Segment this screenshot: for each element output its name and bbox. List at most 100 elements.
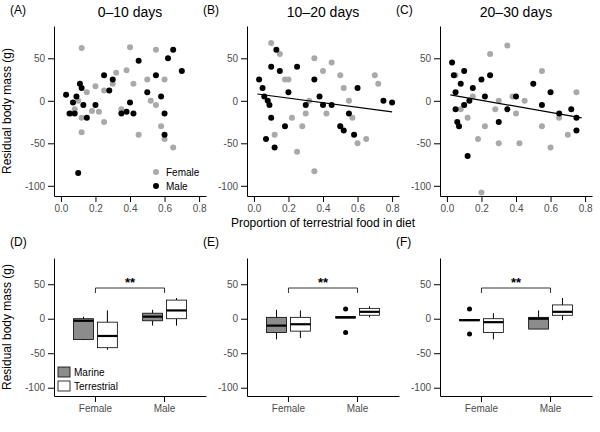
tick: -100 [218,382,247,393]
whisker [152,310,153,313]
point [311,168,317,174]
tick: -100 [411,181,440,192]
point [101,119,107,125]
point [162,111,168,117]
series [74,310,163,340]
panel-label: (C) [396,3,413,17]
point [101,72,107,78]
point [96,109,102,115]
tick-label: -100 [411,181,431,192]
median [290,323,310,325]
plot-area [460,298,573,339]
panel-label: (D) [10,235,27,249]
point [465,153,471,159]
point [341,128,347,134]
tick-mark [48,143,54,144]
point [465,115,471,121]
tick: 50 [420,279,440,290]
tick-label: -50 [31,138,46,149]
annotation: ** [511,275,522,290]
tick-label: -50 [417,348,432,359]
x-axis: FemaleMale [248,396,400,414]
tick-label: Female [272,403,306,414]
tick-mark [95,396,96,402]
point [329,102,335,108]
point [329,60,335,66]
point [256,77,262,83]
tick-label: 0.4 [317,203,331,214]
point [289,115,295,121]
tick-mark [130,196,131,202]
point [496,140,502,146]
tick-mark [241,284,247,285]
tick: 0.6 [158,196,172,214]
tick: 0.0 [440,196,454,214]
series [256,47,395,151]
plot-area [267,306,380,339]
tick-mark [48,58,54,59]
point [565,132,571,138]
median [97,335,117,337]
tick-label: -50 [224,138,239,149]
tick-mark [434,186,440,187]
tick-label: Female [79,403,113,414]
point [285,77,291,83]
x-axis: 0.00.20.40.60.8 [440,196,593,214]
tick: 0.8 [193,196,207,214]
point [272,145,278,151]
x-axis: FemaleMale [441,396,593,414]
point [268,64,274,70]
annotation: ** [125,275,136,290]
point [573,89,579,95]
tick-mark [434,353,440,354]
point [475,136,481,142]
y-axis: -100-50050 [218,27,248,197]
point [363,136,369,142]
tick-mark [481,196,482,202]
point [513,94,519,100]
tick-mark [241,58,247,59]
point [320,68,326,74]
panel: -100-500500.00.20.40.60.8FemaleMale(A)0–… [0,3,207,214]
point [451,72,457,78]
tick: 0.0 [247,196,261,214]
tick: 0 [39,313,54,324]
point [79,129,85,135]
point [266,102,272,108]
point [79,45,85,51]
tick-mark [48,353,54,354]
tick-mark [241,186,247,187]
panel-title: 0–10 days [98,4,163,20]
legend: MarineTerrestrial [58,367,118,392]
whisker [538,310,539,317]
tick: 0.8 [579,196,593,214]
tick-mark [199,196,200,202]
tick-mark [254,196,255,202]
panel-title: 20–30 days [480,4,552,20]
tick: -50 [31,348,54,359]
median [74,320,94,322]
tick: 0.0 [54,196,68,214]
tick-mark [241,353,247,354]
tick: -100 [25,382,54,393]
tick: Male [540,396,562,414]
whisker [300,310,301,317]
y-axis-title: Residual body mass (g) [0,264,14,390]
whisker [152,321,153,326]
median [360,311,380,313]
tick-mark [241,388,247,389]
tick: -100 [411,382,440,393]
box [143,313,163,321]
point [162,77,168,83]
outlier [467,331,472,336]
point [311,55,317,61]
tick: -100 [218,181,247,192]
point [341,85,347,91]
point [487,51,493,57]
point [504,43,510,49]
series [483,298,572,339]
tick-mark [165,196,166,202]
panel: -100-50050FemaleMale**(F) [396,235,593,414]
box [97,322,117,348]
tick: 0.4 [510,196,524,214]
